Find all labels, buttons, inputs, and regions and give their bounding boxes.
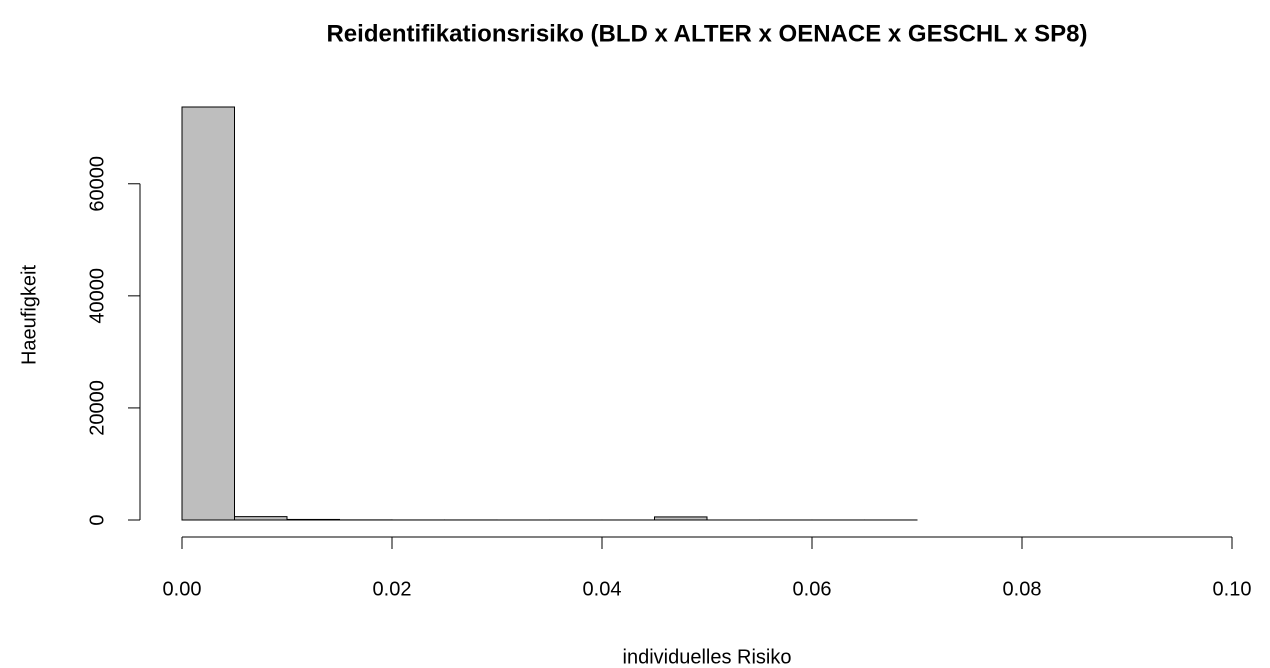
y-tick-label: 20000	[86, 380, 108, 436]
x-tick-label: 0.08	[1003, 578, 1042, 600]
x-tick-label: 0.10	[1213, 578, 1252, 600]
bar	[181, 106, 235, 521]
x-tick-label: 0.04	[583, 578, 622, 600]
chart-title: Reidentifikationsrisiko (BLD x ALTER x O…	[326, 20, 1087, 47]
y-tick-label: 40000	[86, 268, 108, 324]
bar	[234, 516, 288, 521]
y-axis-label: Haeufigkeit	[18, 265, 40, 366]
x-axis-label: individuelles Risiko	[623, 646, 792, 668]
x-tick-label: 0.00	[163, 578, 202, 600]
y-tick-label: 60000	[86, 156, 108, 212]
bar	[286, 518, 340, 521]
x-tick-label: 0.06	[793, 578, 832, 600]
y-tick-label: 0	[86, 514, 108, 525]
bar	[654, 516, 708, 521]
x-tick-label: 0.02	[373, 578, 412, 600]
